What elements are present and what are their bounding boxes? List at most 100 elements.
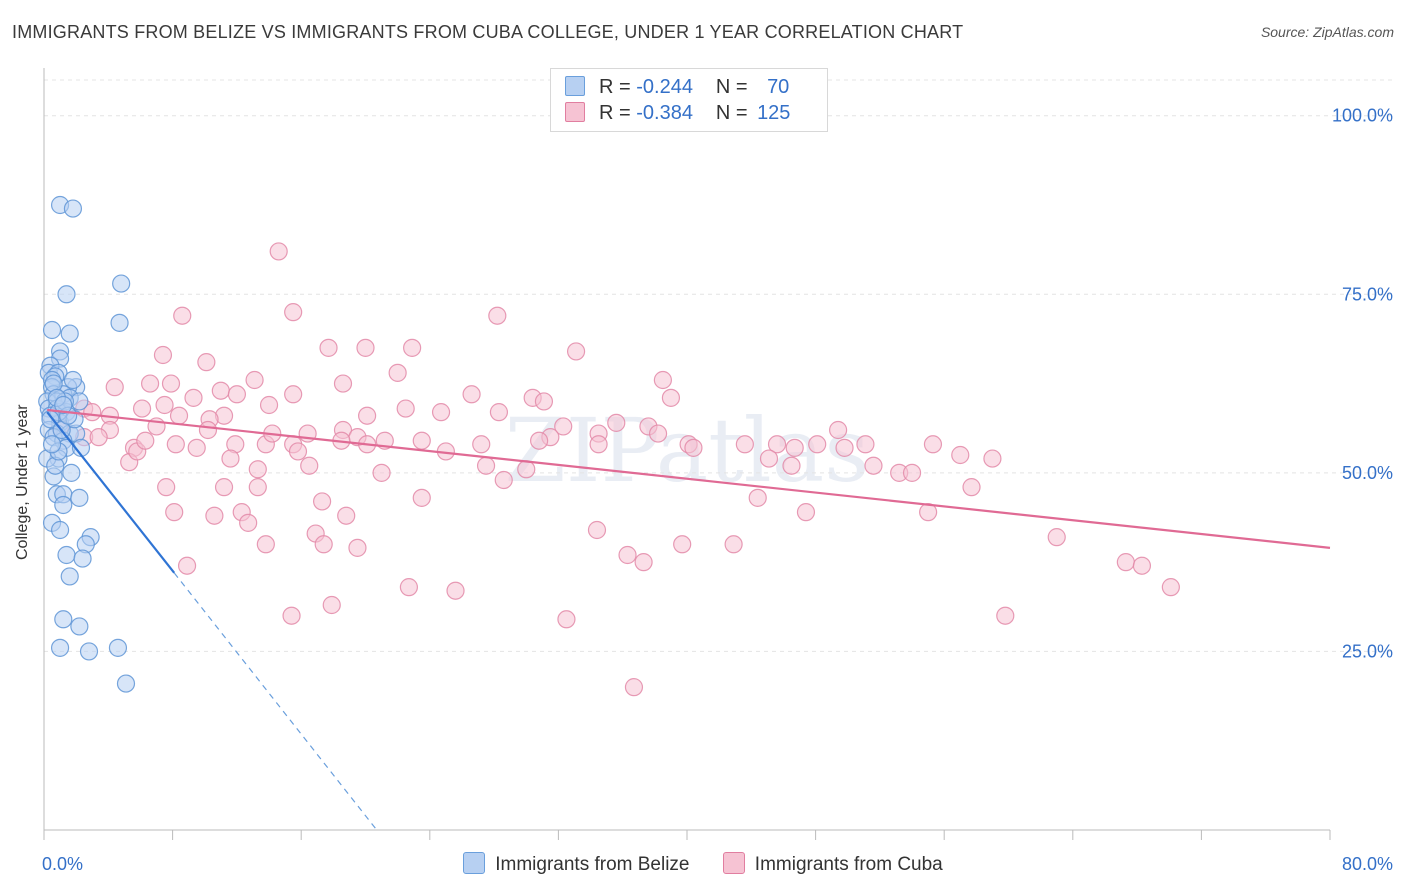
- cuba-n-value: 125: [757, 102, 791, 124]
- belize-point: [73, 549, 92, 568]
- cuba-point: [996, 606, 1015, 625]
- cuba-point: [288, 442, 308, 461]
- cuba-point: [282, 606, 301, 625]
- cuba-point: [155, 395, 174, 415]
- legend-belize-label: Immigrants from Belize: [495, 854, 690, 875]
- belize-point: [108, 638, 128, 657]
- cuba-point: [1047, 528, 1066, 547]
- belize-point: [60, 567, 79, 586]
- belize-point: [79, 642, 99, 661]
- cuba-trend-line: [47, 408, 1331, 549]
- cuba-point: [259, 395, 279, 415]
- cuba-point: [227, 385, 246, 404]
- cuba-point: [105, 378, 124, 397]
- belize-point: [57, 545, 76, 565]
- cuba-point: [136, 431, 155, 450]
- cuba-point: [187, 438, 206, 457]
- cuba-point: [431, 403, 451, 422]
- cuba-point: [1132, 556, 1152, 575]
- cuba-point: [648, 424, 668, 443]
- cuba-point: [177, 556, 197, 575]
- cuba-point: [248, 460, 267, 479]
- legend-row-belize: R = -0.244 N = 70: [565, 76, 789, 100]
- legend-row-cuba: R = -0.384 N = 125: [565, 102, 790, 126]
- belize-point: [57, 285, 76, 304]
- belize-r-label: R =: [599, 76, 631, 98]
- cuba-point: [337, 506, 356, 525]
- cuba-point: [902, 463, 922, 482]
- cuba-point: [607, 413, 626, 432]
- cuba-point: [166, 435, 185, 454]
- cuba-point: [412, 488, 431, 507]
- cuba-point: [205, 506, 224, 525]
- cuba-point: [173, 306, 192, 325]
- cuba-point: [517, 460, 536, 479]
- belize-swatch: [565, 76, 585, 96]
- chart-source: Source: ZipAtlas.com: [1260, 24, 1394, 40]
- cuba-point: [759, 449, 779, 468]
- legend-cuba-label: Immigrants from Cuba: [754, 854, 943, 875]
- belize-point: [50, 520, 70, 540]
- cuba-point: [748, 488, 767, 507]
- cuba-point: [534, 392, 554, 411]
- cuba-point: [319, 338, 338, 357]
- y-tick-label: 100.0%: [1332, 106, 1393, 126]
- y-tick-label: 25.0%: [1342, 641, 1393, 661]
- cuba-point: [808, 435, 827, 454]
- cuba-point: [767, 435, 787, 454]
- belize-r-value: -0.244: [636, 76, 693, 98]
- cuba-point: [197, 353, 216, 372]
- cuba-point: [89, 428, 108, 447]
- cuba-point: [489, 403, 509, 422]
- cuba-point: [269, 242, 288, 261]
- belize-point: [60, 324, 79, 343]
- belize-trend-line: [46, 411, 176, 574]
- cuba-point: [312, 492, 332, 511]
- cuba-point: [388, 363, 407, 382]
- cuba-point: [214, 478, 234, 497]
- belize-point: [116, 674, 136, 693]
- cuba-point: [239, 513, 258, 532]
- cuba-point: [412, 431, 431, 450]
- cuba-point: [735, 435, 754, 454]
- cuba-point: [140, 374, 160, 393]
- cuba-point: [403, 338, 422, 357]
- cuba-point: [256, 535, 275, 554]
- belize-point: [54, 610, 73, 629]
- belize-point: [112, 274, 131, 293]
- cuba-swatch: [565, 102, 585, 122]
- cuba-point: [785, 438, 804, 457]
- cuba-point: [796, 503, 816, 522]
- belize-point: [54, 495, 73, 515]
- cuba-point: [557, 610, 576, 629]
- cuba-r-value: -0.384: [636, 102, 693, 124]
- belize-point: [42, 320, 62, 340]
- belize-n-value: 70: [767, 76, 790, 98]
- cuba-point: [587, 520, 607, 540]
- belize-point: [50, 638, 70, 657]
- cuba-point: [923, 435, 943, 454]
- cuba-point: [284, 385, 303, 404]
- y-tick-label: 50.0%: [1342, 463, 1393, 483]
- cuba-point: [476, 456, 496, 475]
- cuba-r-label: R =: [599, 102, 631, 124]
- correlation-legend: R = -0.244 N = 70 R = -0.384 N = 125: [550, 68, 828, 132]
- belize-n-label: N =: [715, 76, 748, 98]
- cuba-point: [399, 578, 419, 597]
- belize-point: [54, 395, 73, 415]
- cuba-point: [462, 385, 481, 404]
- cuba-point: [589, 435, 608, 454]
- belize-point: [63, 199, 83, 218]
- cuba-point: [221, 449, 240, 468]
- cuba-point: [211, 381, 230, 400]
- cuba-point: [161, 374, 181, 393]
- cuba-point: [962, 478, 981, 497]
- belize-point: [70, 617, 89, 636]
- cuba-point: [396, 399, 415, 418]
- cuba-point: [829, 420, 848, 440]
- series-legend: Immigrants from Belize Immigrants from C…: [0, 852, 1406, 876]
- cuba-point: [951, 445, 970, 465]
- belize-point: [42, 435, 62, 454]
- cuba-point: [248, 478, 267, 497]
